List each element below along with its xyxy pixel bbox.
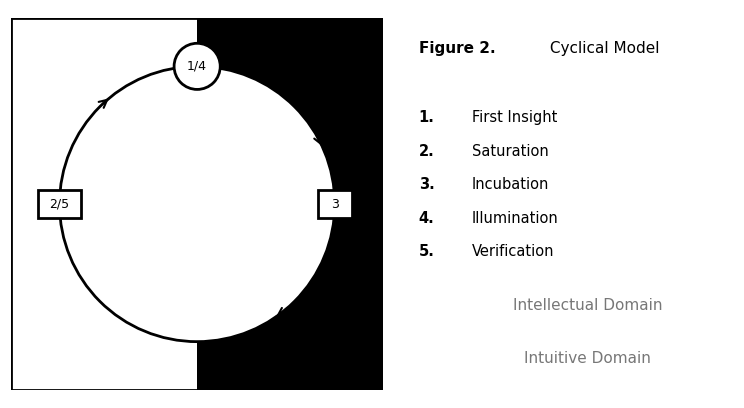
Bar [197, 18, 383, 204]
Text: Illumination: Illumination [472, 211, 559, 226]
Bar [197, 204, 383, 390]
Text: Incubation: Incubation [472, 177, 549, 192]
Circle shape [174, 43, 220, 89]
Text: Cyclical Model: Cyclical Model [545, 41, 659, 56]
Text: 3: 3 [331, 197, 339, 211]
Bar [38, 190, 81, 218]
Text: 1/4: 1/4 [187, 60, 207, 73]
Text: 4.: 4. [419, 211, 434, 226]
Text: Intuitive Domain: Intuitive Domain [524, 351, 651, 366]
Bar [318, 190, 351, 218]
Text: 1.: 1. [419, 110, 434, 125]
Text: 2/5: 2/5 [49, 197, 70, 211]
Text: Verification: Verification [472, 244, 554, 259]
Text: 3.: 3. [419, 177, 434, 192]
Text: 5.: 5. [419, 244, 434, 259]
Text: Figure 2.: Figure 2. [419, 41, 496, 56]
Text: First Insight: First Insight [472, 110, 557, 125]
Circle shape [60, 67, 335, 341]
Text: 2.: 2. [419, 144, 434, 159]
Text: Saturation: Saturation [472, 144, 548, 159]
Text: Intellectual Domain: Intellectual Domain [513, 298, 662, 313]
